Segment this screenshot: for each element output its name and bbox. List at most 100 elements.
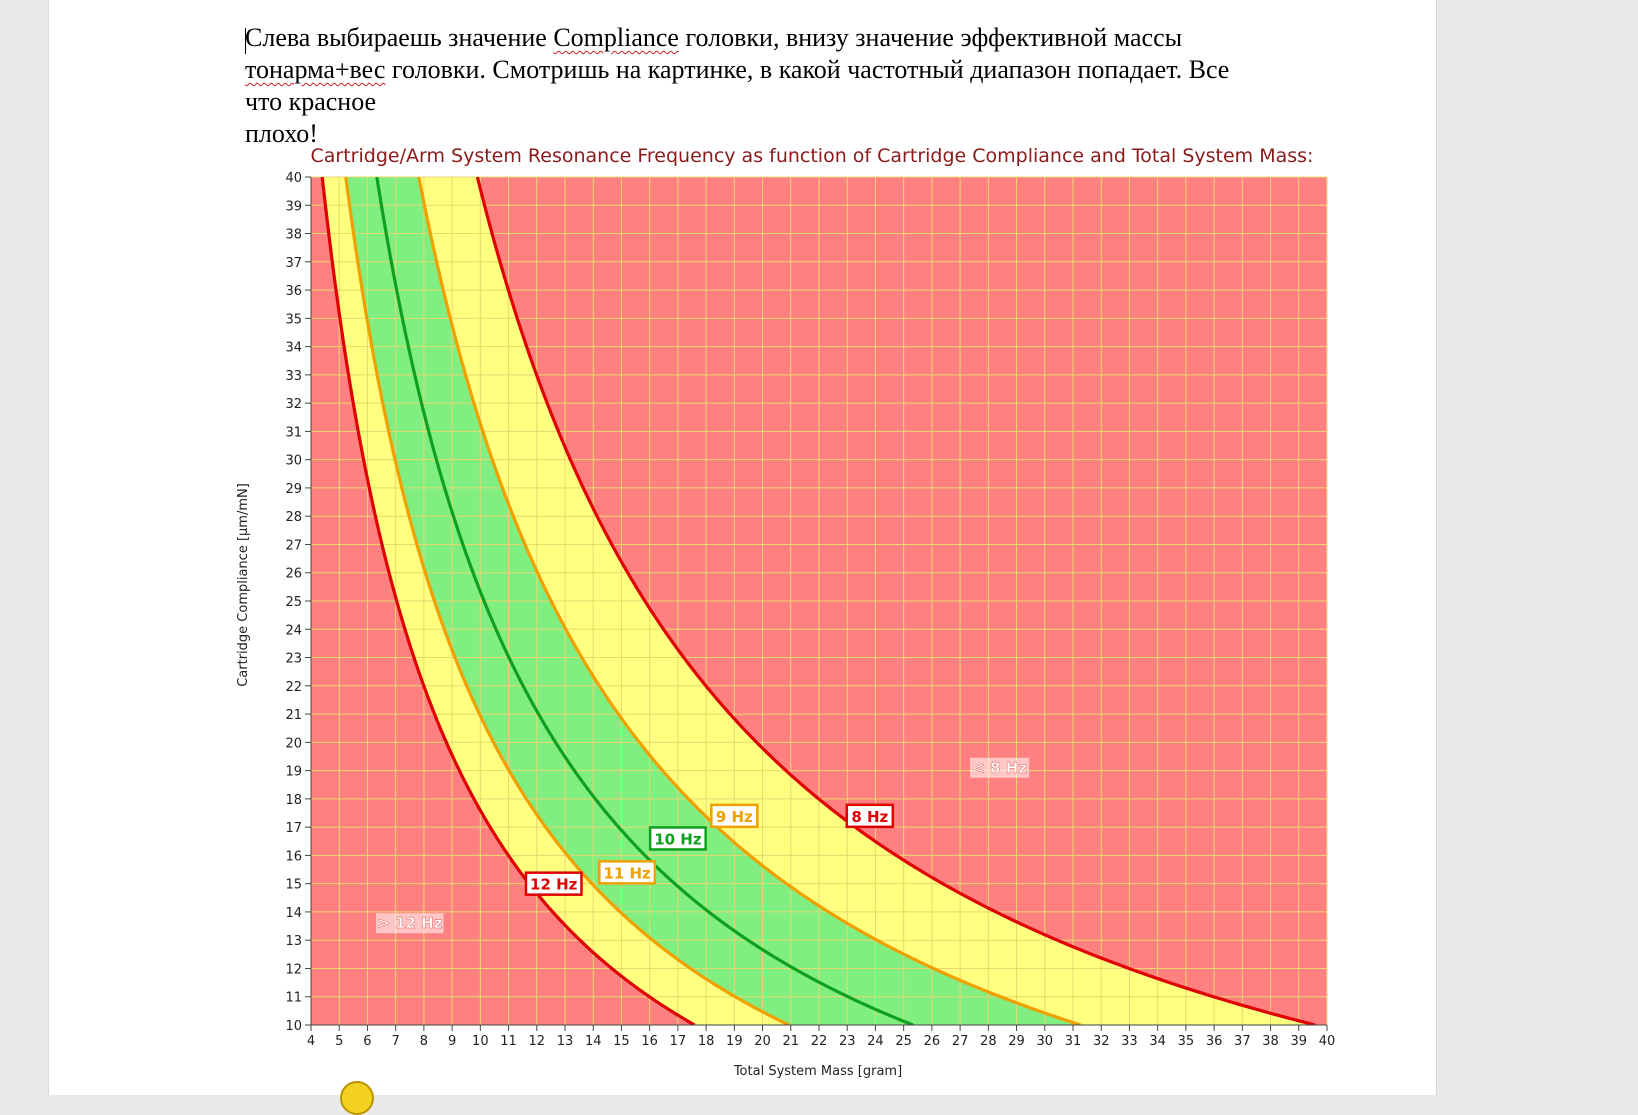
label-8hz: 8 Hz xyxy=(845,803,895,829)
x-tick-label: 28 xyxy=(980,1034,997,1049)
label-9hz-box xyxy=(710,803,759,829)
x-tick-label: 37 xyxy=(1234,1034,1251,1049)
x-tick-label: 17 xyxy=(670,1034,687,1049)
label-9hz: 9 Hz xyxy=(710,803,759,829)
x-tick-label: 27 xyxy=(952,1034,969,1049)
y-tick-label: 21 xyxy=(285,708,302,723)
y-tick-label: 14 xyxy=(285,906,302,921)
y-tick-label: 11 xyxy=(285,991,302,1006)
label-11hz-box xyxy=(598,860,657,885)
x-tick-label: 4 xyxy=(307,1034,315,1049)
y-axis-label: Cartridge Compliance [µm/mN] xyxy=(236,483,251,687)
x-tick-label: 18 xyxy=(698,1034,715,1049)
x-tick-label: 9 xyxy=(448,1034,456,1049)
doc-text-run: головки, внизу значение эффективной масс… xyxy=(678,23,1183,52)
x-tick-label: 7 xyxy=(392,1034,400,1049)
x-tick-label: 26 xyxy=(924,1034,941,1049)
x-tick-label: 36 xyxy=(1206,1034,1223,1049)
doc-text-run: Слева выбираешь значение xyxy=(245,23,554,52)
y-tick-label: 10 xyxy=(285,1019,302,1034)
region-label-text: < 8 Hz xyxy=(972,759,1027,777)
y-tick-label: 28 xyxy=(285,510,302,525)
region-label-0: > 12 Hz xyxy=(376,913,444,934)
x-tick-label: 33 xyxy=(1121,1034,1138,1049)
document-body[interactable]: Слева выбираешь значение Compliance голо… xyxy=(245,22,1335,150)
x-tick-label: 8 xyxy=(420,1034,428,1049)
x-axis-label: Total System Mass [gram] xyxy=(733,1064,902,1079)
y-tick-label: 39 xyxy=(285,199,302,214)
doc-text-run: головки. Смотришь на картинке, в какой ч… xyxy=(385,55,1230,84)
region-label-box xyxy=(970,757,1030,778)
x-tick-label: 20 xyxy=(754,1034,771,1049)
label-12hz-box xyxy=(524,871,583,896)
y-tick-label: 18 xyxy=(285,793,302,808)
y-tick-label: 19 xyxy=(285,765,302,780)
region-label-box xyxy=(376,913,444,934)
y-tick-label: 30 xyxy=(285,454,302,469)
x-tick-label: 15 xyxy=(613,1034,630,1049)
y-tick-label: 23 xyxy=(285,652,302,667)
doc-line-4: плохо! xyxy=(245,119,318,148)
label-8hz-box xyxy=(845,803,895,829)
text-cursor xyxy=(245,28,246,54)
y-tick-label: 25 xyxy=(285,595,302,610)
y-tick-label: 22 xyxy=(285,680,302,695)
y-tick-label: 20 xyxy=(285,736,302,751)
y-axis-ticks: 10 11 12 13 14 15 16 17 18 19 20 21 22 23 24 25 26 27 28 29… xyxy=(285,171,311,1034)
x-tick-label: 12 xyxy=(529,1034,546,1049)
y-tick-label: 15 xyxy=(285,878,302,893)
label-10hz-text: 10 Hz xyxy=(654,830,702,848)
y-tick-label: 34 xyxy=(285,341,302,356)
x-tick-label: 38 xyxy=(1262,1034,1279,1049)
x-tick-label: 34 xyxy=(1149,1034,1166,1049)
plot-area xyxy=(307,176,1328,1029)
x-tick-label: 16 xyxy=(641,1034,658,1049)
x-axis-ticks: 4 5 6 7 8 9 10 11 12 13 14 15 16 17 18 19 20 21 22 23 24 25 26… xyxy=(307,1025,1335,1049)
x-tick-label: 13 xyxy=(557,1034,574,1049)
x-tick-label: 22 xyxy=(811,1034,828,1049)
y-tick-label: 12 xyxy=(285,962,302,977)
x-tick-label: 10 xyxy=(472,1034,489,1049)
label-12hz-text: 12 Hz xyxy=(530,876,578,894)
label-9hz-text: 9 Hz xyxy=(716,808,753,826)
doc-line-2: тонарма+вес головки. Смотришь на картинк… xyxy=(245,54,1335,86)
y-tick-label: 27 xyxy=(285,538,302,553)
label-10hz-box xyxy=(648,826,707,851)
curve-8hz xyxy=(475,177,1316,1025)
curve-10hz xyxy=(375,177,914,1025)
y-tick-label: 17 xyxy=(285,821,302,836)
curve-9hz xyxy=(417,177,1082,1025)
spellcheck-word: тонарма+вес xyxy=(245,55,386,84)
help-icon[interactable] xyxy=(340,1081,374,1115)
x-tick-label: 32 xyxy=(1093,1034,1110,1049)
label-11hz: 11 Hz xyxy=(598,860,657,885)
x-tick-label: 30 xyxy=(1037,1034,1054,1049)
y-tick-label: 37 xyxy=(285,256,302,271)
x-tick-label: 5 xyxy=(335,1034,343,1049)
x-tick-label: 24 xyxy=(867,1034,884,1049)
y-tick-label: 38 xyxy=(285,228,302,243)
y-tick-label: 24 xyxy=(285,623,302,638)
y-tick-label: 35 xyxy=(285,312,302,327)
resonance-chart: Cartridge/Arm System Resonance Frequency… xyxy=(236,145,1335,1079)
label-12hz: 12 Hz xyxy=(524,871,583,896)
x-tick-label: 35 xyxy=(1178,1034,1195,1049)
curve-11hz xyxy=(344,177,790,1025)
x-tick-label: 31 xyxy=(1065,1034,1082,1049)
chart-title: Cartridge/Arm System Resonance Frequency… xyxy=(311,145,1314,167)
y-tick-label: 13 xyxy=(285,934,302,949)
x-tick-label: 25 xyxy=(895,1034,912,1049)
label-11hz-text: 11 Hz xyxy=(603,864,651,882)
x-tick-label: 39 xyxy=(1291,1034,1308,1049)
x-tick-label: 6 xyxy=(363,1034,371,1049)
x-tick-label: 40 xyxy=(1319,1034,1336,1049)
y-tick-label: 31 xyxy=(285,425,302,440)
region-label-text: > 12 Hz xyxy=(377,914,442,932)
y-tick-label: 32 xyxy=(285,397,302,412)
y-tick-label: 26 xyxy=(285,567,302,582)
y-tick-label: 16 xyxy=(285,849,302,864)
x-tick-label: 21 xyxy=(783,1034,800,1049)
y-tick-label: 33 xyxy=(285,369,302,384)
spellcheck-word: Compliance xyxy=(553,23,679,52)
